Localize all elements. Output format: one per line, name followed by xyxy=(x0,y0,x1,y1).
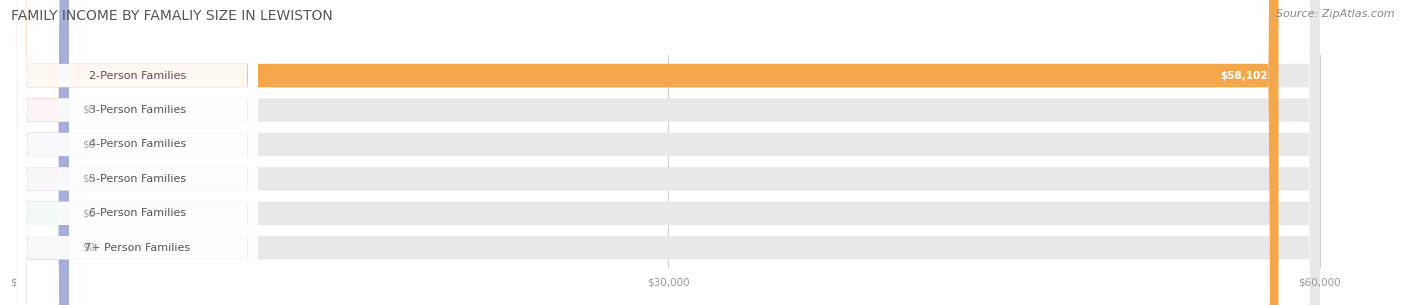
FancyBboxPatch shape xyxy=(17,0,69,305)
FancyBboxPatch shape xyxy=(17,0,1320,305)
Text: $0: $0 xyxy=(82,139,96,149)
FancyBboxPatch shape xyxy=(17,0,1320,305)
Text: 2-Person Families: 2-Person Families xyxy=(89,70,186,81)
Text: Source: ZipAtlas.com: Source: ZipAtlas.com xyxy=(1277,9,1395,19)
Text: 6-Person Families: 6-Person Families xyxy=(89,208,186,218)
FancyBboxPatch shape xyxy=(17,0,257,305)
Text: $0: $0 xyxy=(82,243,96,253)
FancyBboxPatch shape xyxy=(17,0,1278,305)
FancyBboxPatch shape xyxy=(17,0,1320,305)
FancyBboxPatch shape xyxy=(17,0,69,305)
Text: 5-Person Families: 5-Person Families xyxy=(89,174,186,184)
FancyBboxPatch shape xyxy=(17,0,69,305)
FancyBboxPatch shape xyxy=(17,0,257,305)
FancyBboxPatch shape xyxy=(17,0,1320,305)
Text: $0: $0 xyxy=(82,174,96,184)
FancyBboxPatch shape xyxy=(17,0,257,305)
Text: FAMILY INCOME BY FAMALIY SIZE IN LEWISTON: FAMILY INCOME BY FAMALIY SIZE IN LEWISTO… xyxy=(11,9,333,23)
Text: 3-Person Families: 3-Person Families xyxy=(89,105,186,115)
FancyBboxPatch shape xyxy=(17,0,257,305)
FancyBboxPatch shape xyxy=(17,0,257,305)
FancyBboxPatch shape xyxy=(17,0,69,305)
FancyBboxPatch shape xyxy=(17,0,69,305)
FancyBboxPatch shape xyxy=(17,0,257,305)
Text: 7+ Person Families: 7+ Person Families xyxy=(84,243,190,253)
FancyBboxPatch shape xyxy=(17,0,1320,305)
Text: 4-Person Families: 4-Person Families xyxy=(89,139,186,149)
Text: $58,102: $58,102 xyxy=(1220,70,1268,81)
FancyBboxPatch shape xyxy=(17,0,1320,305)
Text: $0: $0 xyxy=(82,208,96,218)
Text: $0: $0 xyxy=(82,105,96,115)
